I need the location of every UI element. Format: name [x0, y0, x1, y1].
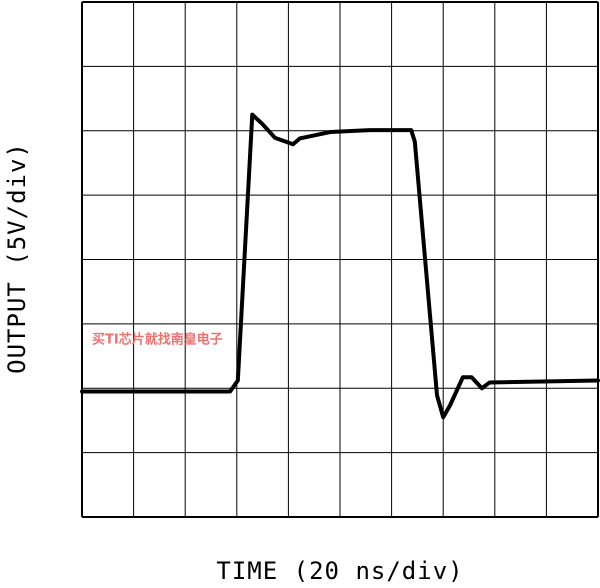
y-axis-label: OUTPUT (5V/div) [3, 142, 31, 374]
trace [80, 112, 600, 420]
plot [80, 112, 600, 420]
x-axis-label: TIME (20 ns/div) [216, 557, 463, 585]
watermark: 买TI芯片就找南皇电子 [92, 332, 223, 348]
grid [81, 1, 599, 518]
